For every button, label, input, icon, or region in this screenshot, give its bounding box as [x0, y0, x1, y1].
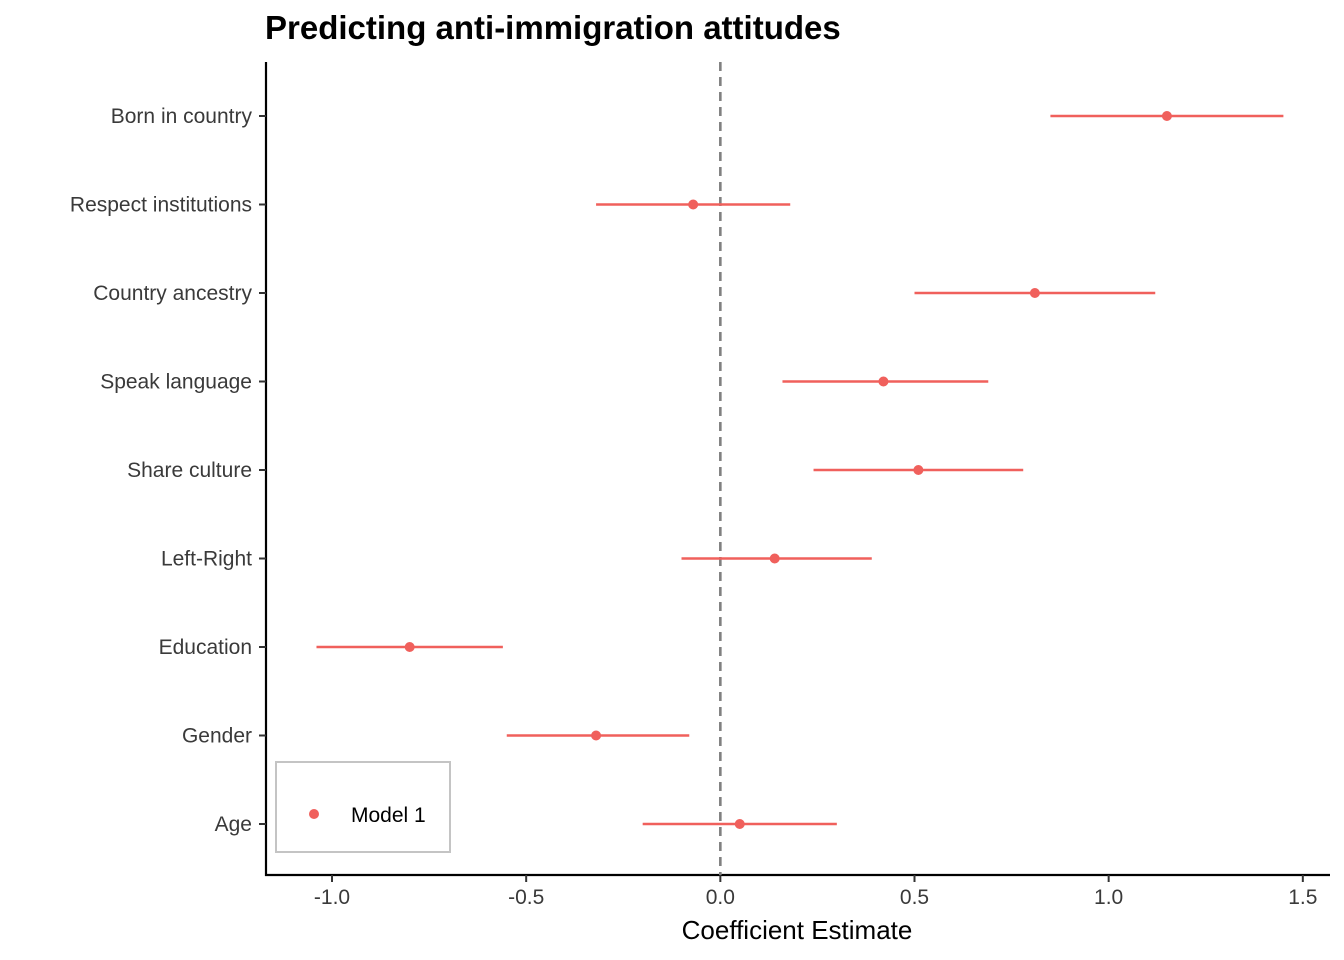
x-tick-label: 1.0 — [1094, 886, 1123, 909]
estimate-point — [404, 642, 415, 652]
legend-box — [275, 761, 451, 853]
y-tick-label: Gender — [182, 725, 252, 748]
legend-label: Model 1 — [351, 804, 426, 827]
y-tick-label: Education — [159, 636, 252, 659]
legend-marker — [309, 809, 319, 819]
x-tick-label: 1.5 — [1288, 886, 1317, 909]
y-axis-ticks: Born in country Respect institutions Count… — [70, 105, 266, 836]
y-tick-label: Share culture — [127, 459, 252, 482]
y-tick-label: Age — [215, 813, 252, 836]
estimate-point — [688, 199, 699, 210]
estimate-point — [591, 730, 602, 741]
y-tick-label: Speak language — [100, 371, 252, 394]
chart-title: Predicting anti-immigration attitudes — [265, 9, 841, 46]
y-tick-label: Born in country — [111, 105, 253, 128]
x-tick-label: 0.5 — [900, 886, 929, 909]
x-tick-label: 0.0 — [706, 886, 735, 909]
estimate-point — [878, 376, 889, 387]
estimate-point — [769, 553, 780, 564]
y-tick-label: Left-Right — [161, 548, 252, 571]
estimate-point — [1161, 111, 1172, 121]
x-axis-title: Coefficient Estimate — [682, 915, 913, 945]
confidence-intervals — [316, 114, 1284, 826]
estimate-point — [913, 465, 924, 475]
y-tick-label: Country ancestry — [93, 282, 252, 305]
x-tick-label: -0.5 — [508, 886, 544, 909]
estimate-point — [734, 819, 745, 829]
x-tick-label: -1.0 — [314, 886, 350, 909]
legend: Model 1 — [275, 761, 451, 853]
y-tick-label: Respect institutions — [70, 194, 252, 217]
estimate-point — [1029, 288, 1040, 298]
point-estimates — [404, 111, 1172, 829]
x-axis-ticks: -1.0 -0.5 0.0 0.5 1.0 1.5 — [314, 875, 1317, 909]
